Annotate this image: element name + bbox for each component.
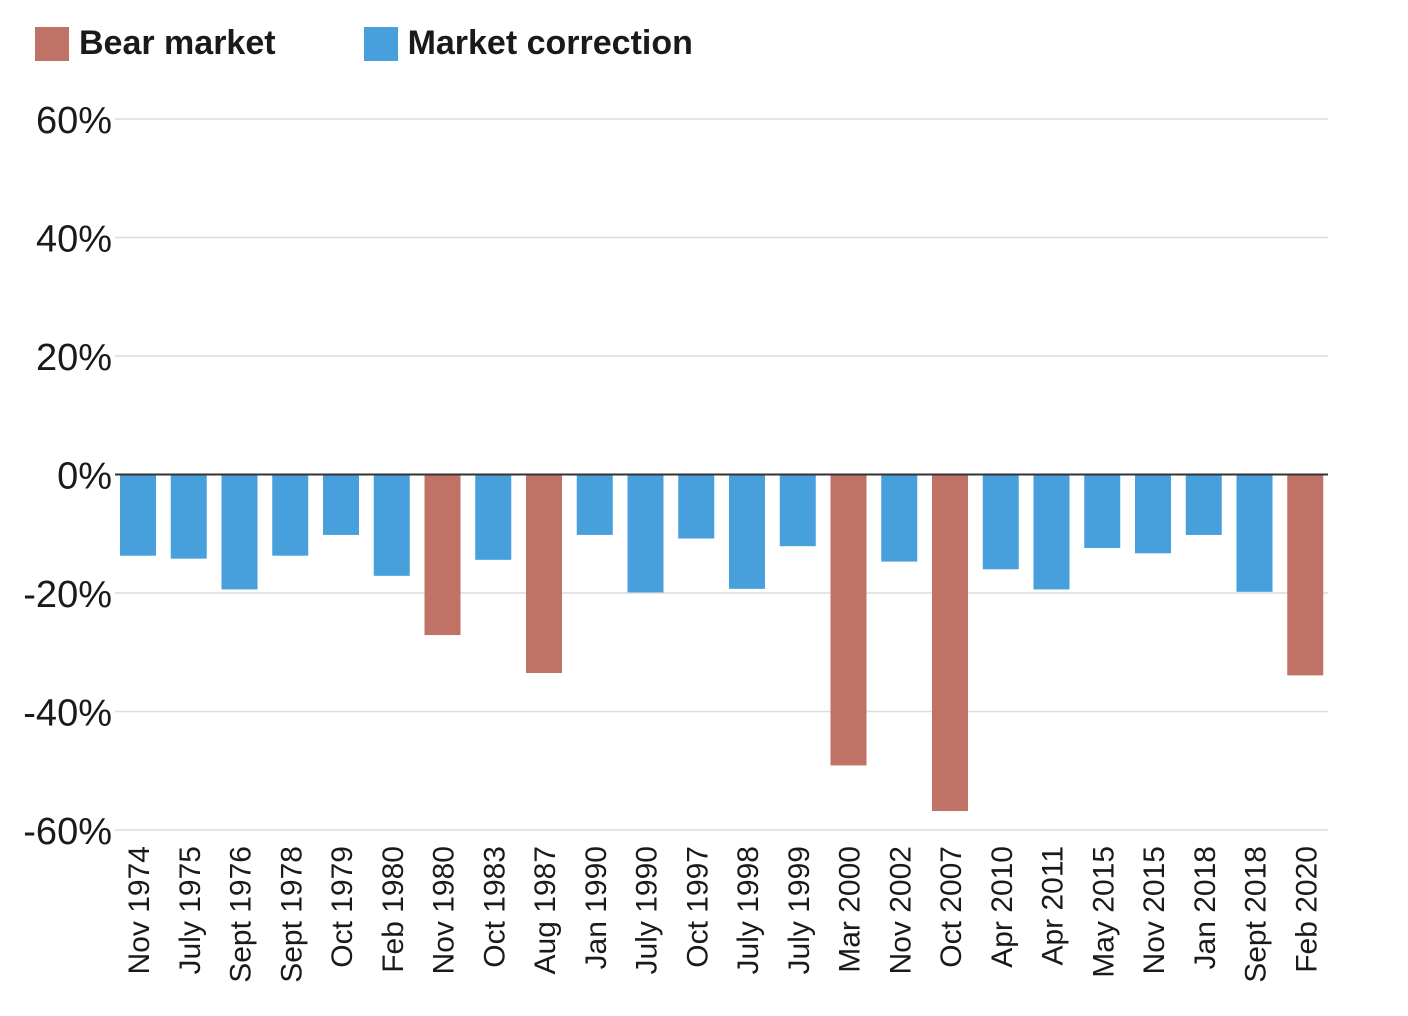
- bar-nov-2002: [881, 474, 918, 562]
- bar-oct-1979: [323, 474, 359, 535]
- x-tick-label: Oct 1979: [326, 846, 359, 968]
- y-tick-label: 20%: [36, 337, 112, 379]
- bar-jan-2018: [1185, 474, 1222, 535]
- bar-july-1999: [779, 474, 816, 547]
- x-tick-label: Oct 1997: [681, 846, 714, 968]
- y-tick-label: -40%: [23, 693, 112, 735]
- x-tick-label: Jan 2018: [1189, 846, 1222, 969]
- bar-aug-1987: [526, 474, 562, 673]
- x-tick-label: Apr 2010: [986, 846, 1019, 968]
- y-tick-label: 40%: [36, 219, 112, 261]
- y-tick-label: -60%: [23, 811, 112, 853]
- bar-feb-1980: [373, 474, 410, 576]
- bar-may-2015: [1084, 474, 1121, 548]
- legend-swatch-market-correction: [363, 26, 398, 61]
- x-tick-label: July 1975: [174, 846, 207, 974]
- bar-nov-1980: [424, 474, 461, 636]
- gridlines: [115, 118, 1328, 831]
- legend-swatch-bear-market: [35, 26, 69, 61]
- bar-sept-2018: [1236, 474, 1273, 592]
- bar-apr-2010: [982, 474, 1019, 570]
- x-tick-label: Mar 2000: [834, 846, 867, 973]
- y-tick-label: -20%: [23, 574, 112, 616]
- x-tick-label: Jan 1990: [580, 846, 613, 969]
- x-axis-tick-labels: Nov 1974 July 1975 Sept 1976 Sept 1978 Oct 1…: [123, 846, 1323, 983]
- x-tick-label: Nov 1974: [123, 846, 156, 974]
- bar-sept-1978: [272, 474, 309, 556]
- bar-july-1998: [729, 474, 765, 589]
- legend-item-market-correction: Market correction: [363, 24, 693, 63]
- x-tick-label: Nov 1980: [428, 846, 461, 974]
- bar-apr-2011: [1033, 474, 1070, 590]
- x-tick-label: Nov 2015: [1138, 846, 1171, 974]
- bar-nov-2015: [1135, 474, 1171, 554]
- bar-jan-1990: [576, 474, 613, 535]
- y-tick-label: 0%: [57, 456, 112, 498]
- bar-july-1990: [627, 474, 664, 593]
- y-tick-label: 60%: [36, 100, 112, 142]
- bar-oct-1983: [475, 474, 512, 560]
- legend-label-bear-market: Bear market: [79, 24, 276, 62]
- bar-mar-2000: [830, 474, 867, 766]
- legend: Bear market Market correction: [35, 24, 781, 63]
- bar-oct-2007: [932, 474, 968, 812]
- x-tick-label: May 2015: [1087, 846, 1120, 978]
- x-tick-label: Feb 1980: [377, 846, 410, 973]
- bar-oct-1997: [678, 474, 715, 539]
- bar-nov-1974: [120, 474, 156, 556]
- legend-label-market-correction: Market correction: [407, 24, 693, 62]
- legend-item-bear-market: Bear market: [35, 24, 276, 63]
- x-tick-label: Sept 1978: [275, 846, 308, 983]
- x-tick-label: Sept 2018: [1240, 846, 1273, 983]
- x-tick-label: Apr 2011: [1037, 846, 1070, 966]
- x-tick-label: Nov 2002: [884, 846, 917, 974]
- x-tick-label: Oct 1983: [478, 846, 511, 968]
- x-tick-label: July 1990: [631, 846, 664, 974]
- x-tick-label: July 1998: [732, 846, 765, 974]
- bar-july-1975: [170, 474, 207, 559]
- bar-feb-2020: [1287, 474, 1324, 676]
- x-tick-label: Feb 2020: [1290, 846, 1323, 973]
- x-tick-label: July 1999: [783, 846, 816, 974]
- y-axis-tick-labels: 60% 40% 20% 0% -20% -40% -60%: [23, 100, 112, 853]
- bar-sept-1976: [221, 474, 258, 590]
- x-tick-label: Oct 2007: [935, 846, 968, 968]
- x-tick-label: Aug 1987: [529, 846, 562, 974]
- bars: [120, 474, 1324, 812]
- x-tick-label: Sept 1976: [225, 846, 258, 983]
